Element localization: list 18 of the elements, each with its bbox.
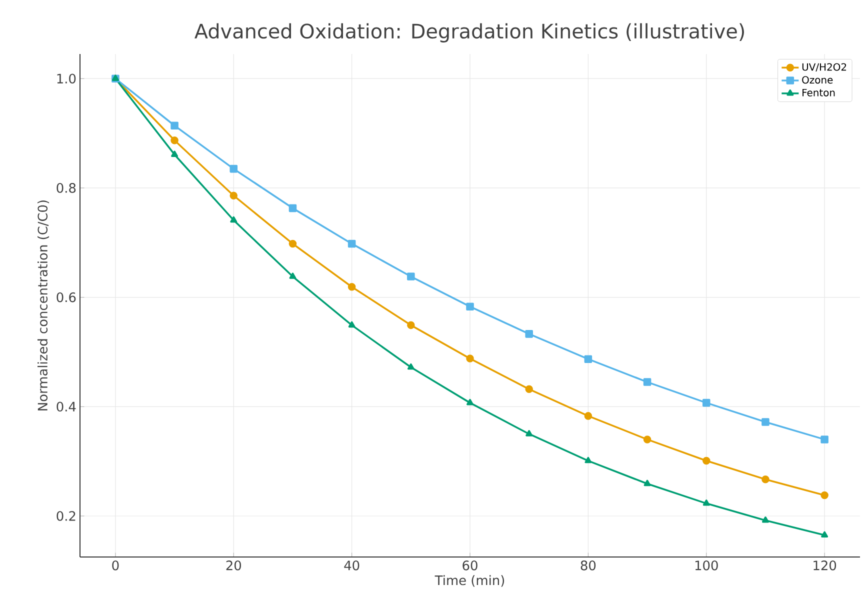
x-tick-label: 0: [112, 560, 119, 570]
x-tick-label: 60: [462, 560, 478, 570]
y-tick-label: 0.4: [56, 402, 76, 412]
x-tick-label: 40: [344, 560, 360, 570]
legend-label: Ozone: [802, 76, 833, 84]
x-tick-label: 120: [814, 560, 836, 570]
legend-label: Fenton: [802, 88, 835, 96]
y-tick-label: 0.8: [56, 183, 76, 193]
x-tick-label: 80: [580, 560, 596, 570]
x-axis-title: Time (min): [434, 575, 504, 587]
legend-label: UV/H2O2: [802, 63, 846, 72]
y-tick-label: 0.2: [56, 511, 76, 521]
y-tick-label: 1.0: [57, 74, 76, 84]
x-tick-label: 100: [695, 560, 718, 570]
y-tick-label: 0.6: [56, 292, 76, 302]
chart-title: Advanced Oxidation: Degradation Kinetics (illustrative): [194, 23, 744, 42]
y-axis-title: Normalized concentration (C/C0): [37, 200, 50, 410]
x-tick-label: 20: [226, 560, 242, 570]
